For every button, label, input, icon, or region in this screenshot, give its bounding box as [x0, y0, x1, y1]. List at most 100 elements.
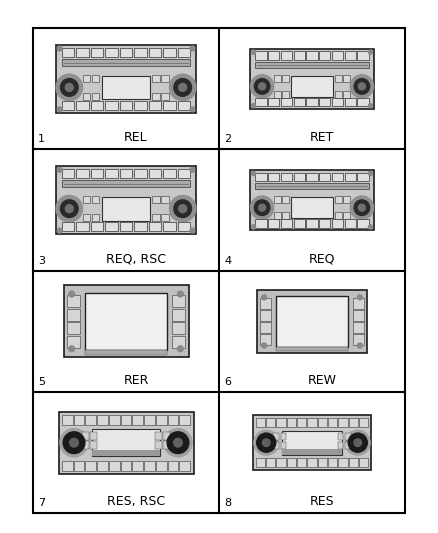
Bar	[59, 411, 194, 474]
Bar	[307, 418, 317, 427]
Bar	[345, 98, 356, 107]
Bar	[343, 212, 350, 219]
Bar	[62, 461, 73, 471]
Bar	[307, 458, 317, 467]
Bar	[152, 93, 159, 100]
Bar	[257, 290, 367, 353]
Bar	[306, 98, 318, 107]
Bar	[255, 183, 369, 189]
Bar	[120, 461, 131, 471]
Bar	[82, 441, 89, 449]
Bar	[134, 101, 147, 110]
Bar	[349, 458, 358, 467]
Bar	[105, 101, 118, 110]
Bar	[172, 295, 185, 307]
Text: REL: REL	[124, 131, 148, 144]
Bar	[156, 461, 166, 471]
Bar	[177, 47, 191, 57]
Bar	[280, 441, 286, 449]
Bar	[92, 75, 99, 82]
Bar	[274, 91, 281, 98]
Circle shape	[251, 225, 256, 229]
Bar	[62, 59, 191, 66]
Circle shape	[350, 196, 374, 219]
Bar	[62, 101, 74, 110]
Bar	[345, 51, 356, 60]
Bar	[291, 197, 333, 218]
Bar	[319, 51, 330, 60]
Bar	[161, 93, 169, 100]
Bar	[120, 101, 132, 110]
Bar	[353, 334, 364, 344]
Text: 2: 2	[224, 134, 231, 144]
Bar	[357, 51, 369, 60]
Circle shape	[190, 167, 195, 172]
Text: 1: 1	[38, 134, 45, 144]
Bar	[155, 432, 162, 440]
Circle shape	[358, 204, 365, 211]
Circle shape	[258, 83, 265, 90]
Circle shape	[254, 200, 270, 215]
Bar	[260, 322, 271, 333]
Bar	[67, 322, 80, 334]
Circle shape	[251, 171, 256, 175]
Circle shape	[261, 295, 267, 300]
Circle shape	[57, 107, 62, 112]
Bar	[92, 196, 99, 204]
Bar	[152, 196, 159, 204]
Circle shape	[358, 83, 365, 90]
Bar	[255, 62, 369, 68]
Bar	[345, 219, 356, 228]
Bar	[74, 461, 84, 471]
Bar	[163, 432, 170, 440]
Bar	[255, 173, 267, 181]
Circle shape	[65, 84, 73, 91]
Circle shape	[179, 84, 187, 91]
Bar	[306, 219, 318, 228]
Bar	[180, 461, 190, 471]
Circle shape	[69, 291, 74, 297]
Bar	[161, 196, 169, 204]
Bar	[97, 461, 108, 471]
Bar	[306, 51, 318, 60]
Bar	[357, 219, 369, 228]
Bar	[168, 415, 178, 425]
Circle shape	[69, 346, 74, 352]
Circle shape	[345, 430, 370, 455]
Bar	[282, 212, 289, 219]
Bar	[251, 170, 374, 230]
Bar	[85, 293, 167, 350]
Bar	[148, 47, 162, 57]
Bar	[343, 91, 350, 98]
Bar	[92, 450, 160, 456]
Bar	[180, 415, 190, 425]
Bar	[56, 45, 196, 113]
Circle shape	[57, 228, 62, 233]
Bar	[273, 433, 279, 440]
Circle shape	[357, 343, 362, 348]
Bar	[297, 418, 306, 427]
Bar	[273, 441, 279, 449]
Circle shape	[368, 50, 373, 54]
Bar	[109, 461, 120, 471]
Bar	[90, 441, 97, 449]
Circle shape	[251, 75, 274, 98]
Bar	[318, 418, 327, 427]
Bar	[134, 169, 147, 179]
Circle shape	[190, 46, 195, 51]
Bar	[120, 222, 132, 231]
Circle shape	[190, 228, 195, 233]
Bar	[359, 458, 368, 467]
Bar	[163, 47, 176, 57]
Bar	[92, 214, 99, 221]
Circle shape	[190, 107, 195, 112]
Bar	[297, 458, 306, 467]
Circle shape	[368, 171, 373, 175]
Bar	[281, 173, 292, 181]
Bar	[76, 169, 89, 179]
Bar	[132, 415, 143, 425]
Bar	[283, 431, 342, 455]
Bar	[353, 322, 364, 333]
Text: REW: REW	[307, 374, 336, 387]
Circle shape	[179, 205, 187, 213]
